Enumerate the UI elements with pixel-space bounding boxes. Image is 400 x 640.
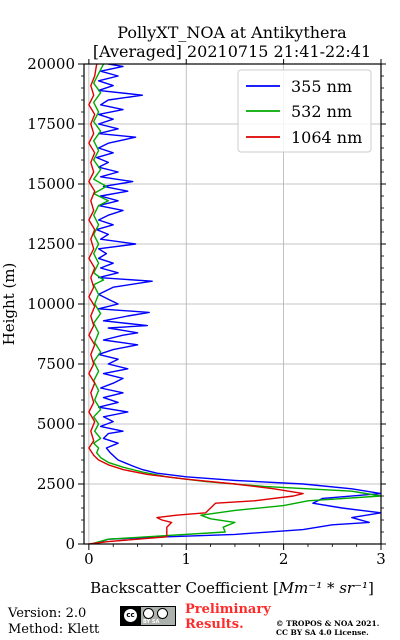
y-axis-label: Height (m) <box>0 263 18 346</box>
footer-info: Version: 2.0 Method: Klett <box>8 606 99 638</box>
x-tick-label: 3 <box>376 550 386 568</box>
y-tick-label: 17500 <box>27 115 75 133</box>
series-line-1064-nm <box>88 64 304 544</box>
chart-title-line-2: [Averaged] 20210715 21:41-22:41 <box>93 42 371 61</box>
cc-sa-icon <box>157 608 168 619</box>
x-axis-label-suffix: ] <box>368 579 374 597</box>
y-tick-label: 15000 <box>27 175 75 193</box>
axis-ticks: 0 1 2 3 0 2500 5000 7500 10000 12500 15000 17500 200… <box>27 55 386 568</box>
legend-box <box>237 69 372 153</box>
cc-logo-icon: cc <box>123 608 138 623</box>
preliminary-line-1: Preliminary <box>185 602 271 617</box>
series-line-355-nm <box>93 64 381 544</box>
legend-label-355: 355 nm <box>291 77 352 96</box>
chart-title-line-1: PollyXT_NOA at Antikythera <box>117 23 347 42</box>
method-text: Method: Klett <box>8 622 100 637</box>
y-tick-label: 10000 <box>27 295 75 313</box>
x-tick-label: 1 <box>181 550 191 568</box>
x-tick-label: 2 <box>279 550 289 568</box>
copyright-line-1: © TROPOS & NOA 2021. <box>276 619 380 628</box>
y-tick-label: 0 <box>65 535 75 553</box>
legend: 355 nm 532 nm 1064 nm <box>237 69 372 153</box>
cc-badge-text: BY SA <box>143 619 160 625</box>
y-tick-label: 7500 <box>37 355 75 373</box>
cc-by-icon <box>143 608 154 619</box>
legend-label-1064: 1064 nm <box>291 128 362 147</box>
y-tick-label: 20000 <box>27 55 75 73</box>
copyright-line-2: CC BY SA 4.0 License. <box>276 628 369 637</box>
x-tick-label: 0 <box>84 550 94 568</box>
x-axis-label: Backscatter Coefficient [Mm⁻¹ * sr⁻¹] <box>90 579 374 597</box>
x-axis-label-units: Mm⁻¹ * sr⁻¹ <box>278 579 368 597</box>
preliminary-notice: Preliminary Results. <box>185 602 271 632</box>
y-tick-label: 2500 <box>37 475 75 493</box>
y-tick-label: 5000 <box>37 415 75 433</box>
series-layer <box>88 64 381 544</box>
series-line-532-nm <box>90 64 381 544</box>
x-axis-label-prefix: Backscatter Coefficient [ <box>90 579 279 597</box>
cc-license-badge: cc BY SA <box>120 606 176 626</box>
y-tick-label: 12500 <box>27 235 75 253</box>
preliminary-line-2: Results. <box>185 617 244 632</box>
version-text: Version: 2.0 <box>8 606 87 621</box>
backscatter-profile-chart: PollyXT_NOA at Antikythera [Averaged] 20… <box>0 23 386 597</box>
legend-label-532: 532 nm <box>291 102 352 121</box>
copyright-notice: © TROPOS & NOA 2021. CC BY SA 4.0 Licens… <box>276 619 379 637</box>
